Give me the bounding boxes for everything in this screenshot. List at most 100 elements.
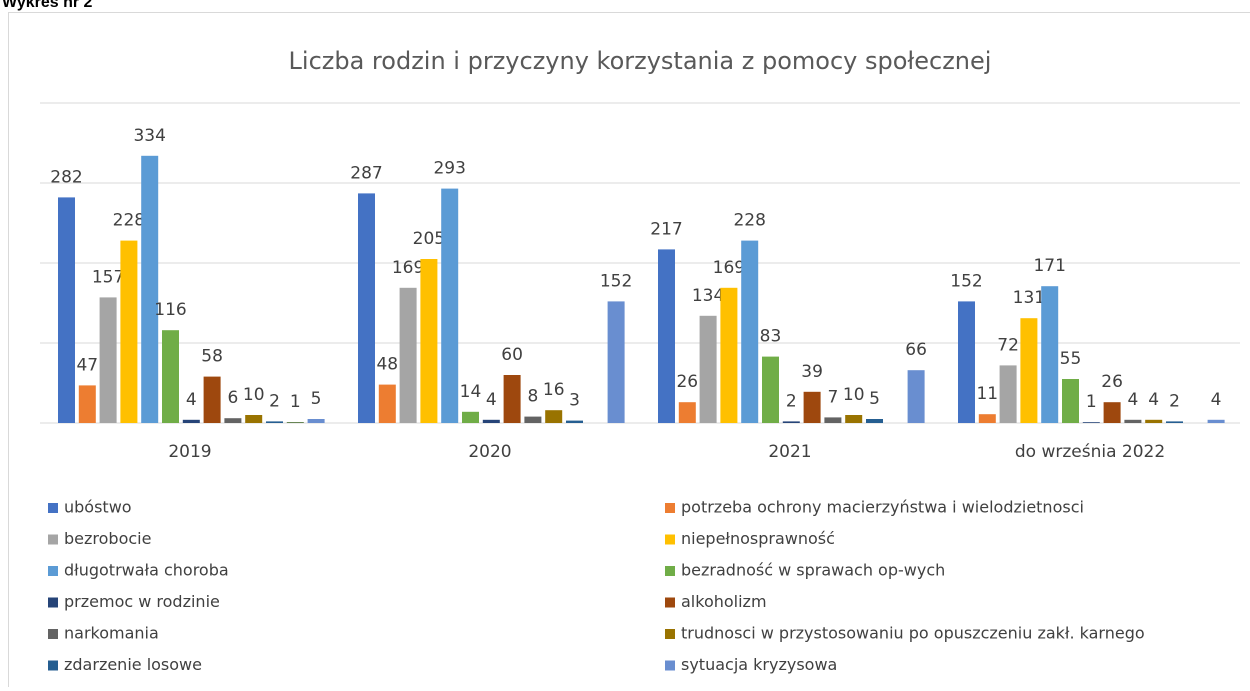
bar bbox=[483, 420, 500, 423]
bar bbox=[79, 385, 96, 423]
bar bbox=[1166, 421, 1183, 423]
legend-label: narkomania bbox=[64, 624, 159, 643]
header: Wykres nr 2 bbox=[2, 0, 93, 11]
bar bbox=[741, 241, 758, 423]
data-label: 2 bbox=[269, 391, 280, 411]
bar bbox=[162, 330, 179, 423]
bar bbox=[679, 402, 696, 423]
x-tick-label: 2019 bbox=[168, 442, 211, 462]
data-label: 10 bbox=[843, 385, 865, 405]
legend-swatch bbox=[665, 566, 675, 576]
bar bbox=[1208, 420, 1225, 423]
legend-label: przemoc w rodzinie bbox=[64, 592, 220, 611]
legend-label: trudnosci w przystosowaniu po opuszczeni… bbox=[681, 624, 1145, 643]
legend-swatch bbox=[48, 535, 58, 545]
bar bbox=[1062, 379, 1079, 423]
legend-swatch bbox=[48, 629, 58, 639]
bar bbox=[224, 418, 241, 423]
data-label: 131 bbox=[1013, 288, 1045, 308]
bar bbox=[183, 420, 200, 423]
legend-label: ubóstwo bbox=[64, 498, 132, 517]
data-label: 8 bbox=[527, 387, 538, 407]
data-label: 228 bbox=[113, 211, 145, 231]
bar bbox=[1020, 318, 1037, 423]
data-label: 282 bbox=[50, 167, 82, 187]
legend-label: zdarzenie losowe bbox=[64, 655, 202, 674]
bar bbox=[204, 377, 221, 423]
bar bbox=[100, 297, 117, 423]
bar bbox=[762, 357, 779, 423]
bar bbox=[504, 375, 521, 423]
legend-swatch bbox=[48, 598, 58, 608]
legend-swatch bbox=[665, 629, 675, 639]
data-label: 217 bbox=[650, 219, 682, 239]
bar bbox=[287, 422, 304, 423]
legend-label: bezrobocie bbox=[64, 529, 151, 548]
legend-swatch bbox=[665, 535, 675, 545]
bar bbox=[462, 412, 479, 423]
bar bbox=[141, 156, 158, 423]
legend-label: bezradność w sprawach op-wych bbox=[681, 561, 945, 580]
bar bbox=[979, 414, 996, 423]
data-label: 134 bbox=[692, 286, 724, 306]
bar bbox=[608, 301, 625, 423]
data-label: 3 bbox=[569, 391, 580, 411]
bar bbox=[266, 421, 283, 423]
bar bbox=[379, 385, 396, 423]
bar bbox=[1104, 402, 1121, 423]
bar bbox=[400, 288, 417, 423]
bar bbox=[308, 419, 325, 423]
data-label: 55 bbox=[1060, 349, 1082, 369]
bar bbox=[804, 392, 821, 423]
data-label: 16 bbox=[543, 380, 565, 400]
data-label: 157 bbox=[92, 267, 124, 287]
data-label: 48 bbox=[376, 355, 398, 375]
data-label: 334 bbox=[133, 126, 165, 146]
data-label: 228 bbox=[733, 211, 765, 231]
bar bbox=[824, 417, 841, 423]
x-tick-label: 2021 bbox=[768, 442, 811, 462]
bar bbox=[1083, 422, 1100, 423]
data-label: 5 bbox=[869, 389, 880, 409]
bar bbox=[845, 415, 862, 423]
data-label: 1 bbox=[1086, 392, 1097, 412]
data-label: 47 bbox=[76, 355, 98, 375]
bar bbox=[783, 421, 800, 423]
legend-swatch bbox=[48, 566, 58, 576]
data-label: 39 bbox=[801, 362, 823, 382]
data-label: 293 bbox=[433, 159, 465, 179]
data-label: 14 bbox=[460, 382, 482, 402]
data-label: 60 bbox=[501, 345, 523, 365]
bar bbox=[958, 301, 975, 423]
legend-label: sytuacja kryzysowa bbox=[681, 655, 837, 674]
legend-swatch bbox=[665, 661, 675, 671]
bar bbox=[441, 189, 458, 423]
bar bbox=[358, 193, 375, 423]
data-label: 1 bbox=[290, 392, 301, 412]
bar bbox=[866, 419, 883, 423]
data-label: 7 bbox=[827, 387, 838, 407]
x-tick-label: do września 2022 bbox=[1015, 442, 1165, 462]
data-label: 83 bbox=[760, 327, 782, 347]
legend-swatch bbox=[48, 503, 58, 513]
bar bbox=[1000, 365, 1017, 423]
bar bbox=[58, 197, 75, 423]
data-label: 116 bbox=[154, 300, 186, 320]
bar bbox=[1041, 286, 1058, 423]
data-label: 152 bbox=[600, 271, 632, 291]
data-label: 26 bbox=[676, 372, 698, 392]
data-label: 4 bbox=[186, 390, 197, 410]
legend-label: długotrwała choroba bbox=[64, 561, 229, 580]
data-label: 58 bbox=[201, 347, 223, 367]
bar bbox=[566, 421, 583, 423]
x-tick-label: 2020 bbox=[468, 442, 511, 462]
bar bbox=[420, 259, 437, 423]
legend-swatch bbox=[48, 661, 58, 671]
data-label: 10 bbox=[243, 385, 265, 405]
legend-swatch bbox=[665, 598, 675, 608]
legend-label: alkoholizm bbox=[681, 592, 767, 611]
bar bbox=[545, 410, 562, 423]
chart-title: Liczba rodzin i przyczyny korzystania z … bbox=[289, 47, 992, 75]
